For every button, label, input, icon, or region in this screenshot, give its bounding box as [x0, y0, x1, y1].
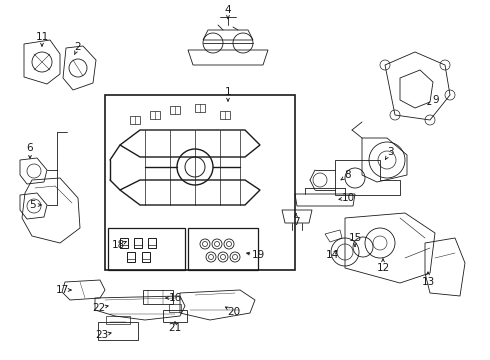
Text: 19: 19: [251, 250, 265, 260]
Text: 2: 2: [74, 42, 81, 52]
Text: 8: 8: [344, 170, 351, 180]
Text: 20: 20: [227, 307, 241, 317]
Bar: [134, 238, 142, 248]
Text: 14: 14: [325, 250, 339, 260]
Text: 9: 9: [433, 95, 440, 105]
Bar: [130, 116, 140, 124]
Text: 7: 7: [293, 217, 299, 227]
Text: 11: 11: [35, 32, 49, 42]
Text: 21: 21: [169, 323, 182, 333]
Bar: [150, 111, 160, 119]
Text: 18: 18: [111, 240, 124, 250]
Bar: [143, 290, 173, 304]
Text: 6: 6: [26, 143, 33, 153]
Bar: [108, 228, 185, 270]
Text: 12: 12: [376, 263, 390, 273]
Text: 10: 10: [342, 193, 355, 203]
Bar: [188, 228, 258, 270]
Bar: [170, 106, 180, 114]
Text: 13: 13: [421, 277, 435, 287]
Bar: [195, 104, 205, 112]
Bar: [163, 310, 187, 322]
Text: 23: 23: [96, 330, 109, 340]
Text: 5: 5: [29, 200, 35, 210]
Bar: [148, 238, 156, 248]
Text: 4: 4: [225, 5, 231, 15]
Text: 1: 1: [225, 87, 231, 97]
Bar: [120, 238, 128, 248]
Text: 16: 16: [169, 293, 182, 303]
Bar: [142, 252, 150, 262]
Bar: [105, 95, 295, 270]
Bar: [220, 111, 230, 119]
Bar: [98, 322, 138, 340]
Text: 3: 3: [387, 147, 393, 157]
Text: 17: 17: [55, 285, 69, 295]
Text: 22: 22: [93, 303, 106, 313]
Bar: [169, 304, 181, 312]
Bar: [106, 316, 130, 324]
Bar: [127, 252, 135, 262]
Text: 15: 15: [348, 233, 362, 243]
